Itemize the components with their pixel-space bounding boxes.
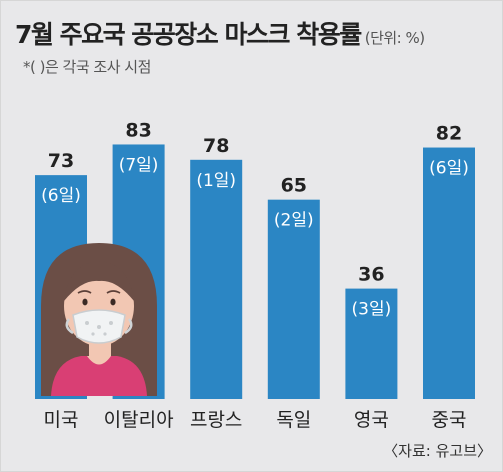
date-label-3: (2일): [274, 211, 314, 231]
value-label-0: 73: [48, 150, 74, 172]
date-label-1: (7일): [119, 155, 159, 175]
category-label-2: 프랑스: [190, 409, 242, 431]
date-label-0: (6일): [41, 186, 81, 206]
chart-title: 7월 주요국 공공장소 마스크 착용률: [15, 20, 362, 49]
bar-3: [267, 199, 320, 399]
category-label-0: 미국: [44, 409, 79, 431]
category-label-3: 독일: [276, 409, 311, 431]
category-label-1: 이탈리아: [104, 409, 174, 431]
bar-4: [345, 288, 398, 399]
woman-wearing-mask-icon: [41, 243, 157, 396]
bars-layer: 73 (6일) 미국 83 (7일) 이탈리아 78 (1일) 프랑스 65 (2일) 독일 36 (3일…: [35, 119, 475, 431]
category-label-4: 영국: [354, 409, 389, 431]
bar-5: [423, 147, 475, 399]
value-label-5: 82: [436, 123, 462, 145]
bar-2: [190, 159, 243, 399]
value-label-4: 36: [358, 264, 384, 286]
value-label-3: 65: [281, 175, 307, 197]
date-label-5: (6일): [429, 159, 469, 179]
date-label-4: (3일): [352, 300, 392, 320]
title-row: 7월 주요국 공공장소 마스크 착용률 (단위: %): [15, 15, 425, 51]
value-label-2: 78: [203, 135, 229, 157]
category-label-5: 중국: [432, 409, 467, 431]
survey-date-note: *( )은 각국 조사 시점: [23, 58, 151, 76]
value-label-1: 83: [125, 119, 151, 141]
unit-label: (단위: %): [364, 29, 425, 47]
date-label-2: (1일): [196, 171, 236, 191]
source-label: 〈자료: 유고브〉: [383, 442, 492, 460]
